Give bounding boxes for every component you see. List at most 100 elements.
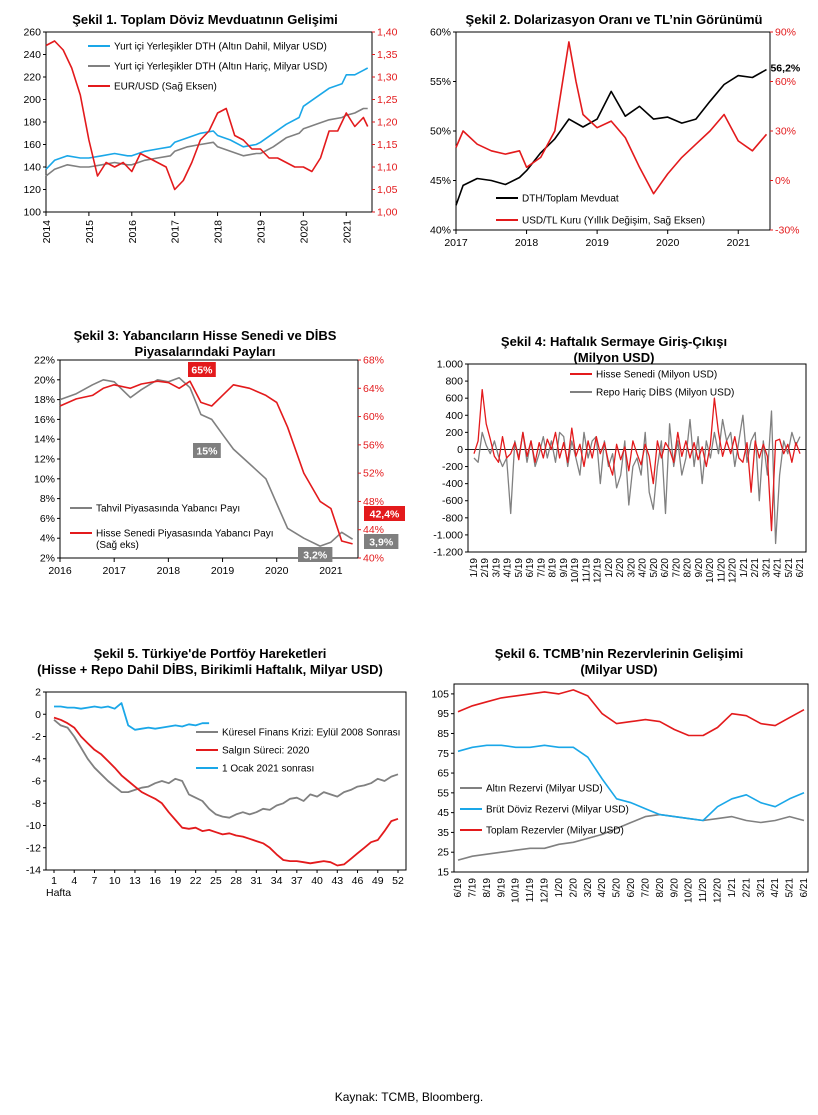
- chart-6-subtitle: (Milyar USD): [580, 662, 658, 677]
- y-tick-label: 120: [23, 184, 41, 196]
- y2-tick-label: 1,25: [377, 94, 398, 106]
- x-tick-label: 2020: [656, 237, 680, 249]
- y-tick-label: 15: [437, 867, 449, 879]
- annotation-label-bg: [364, 534, 399, 549]
- y-tick-label: 2%: [40, 553, 55, 565]
- chart-3-subtitle: Piyasalarındaki Payları: [134, 344, 276, 359]
- y-tick-label: 8%: [40, 493, 55, 505]
- x-tick-label: 6/19: [453, 878, 464, 898]
- legend-item-0-label: Tahvil Piyasasında Yabancı Payı: [96, 504, 240, 515]
- x-tick-label: 7: [92, 875, 98, 887]
- legend-item-0-label: Hisse Senedi (Milyon USD): [596, 370, 717, 381]
- series-line-0: [455, 68, 767, 206]
- y-tick-label: 105: [431, 688, 449, 700]
- x-tick-label: 1/19: [469, 558, 480, 578]
- y2-tick-label: 1,30: [377, 72, 398, 84]
- series-line-1: [473, 410, 801, 545]
- y2-tick-label: 48%: [363, 496, 384, 508]
- chart-6-svg: 15 25 35 45 55 65 75 85 95 105 6/19 7/19 8/19 9/19 10/…: [431, 683, 810, 903]
- chart-1-svg: 100 120 140 160 180 200 220 240 260 1,00 1,05 1,10 1…: [23, 27, 398, 244]
- x-tick-label: 13: [129, 875, 141, 887]
- legend-item-1-label-cont: (Sağ eks): [96, 540, 139, 551]
- y2-tick-label: 68%: [363, 355, 384, 367]
- x-tick-label: 2/20: [615, 558, 626, 578]
- y-tick-label: 1.000: [437, 359, 463, 371]
- x-tick-label: 1/20: [604, 558, 615, 578]
- y-tick-label: 45%: [430, 175, 451, 187]
- x-tick-label: 12/19: [540, 878, 551, 903]
- chart-2-title: Şekil 2. Dolarizasyon Oranı ve TL’nin Gö…: [465, 12, 763, 27]
- annotation-label: 3,2%: [303, 550, 328, 562]
- annotation-label: 42,4%: [370, 509, 400, 521]
- legend-item-2-label: 1 Ocak 2021 sonrası: [222, 764, 314, 775]
- y-tick-label: 100: [23, 207, 41, 219]
- chart-1-title: Şekil 1. Toplam Döviz Mevduatının Gelişi…: [72, 12, 338, 27]
- x-tick-label: 46: [352, 875, 364, 887]
- x-tick-label: 1/20: [554, 878, 565, 898]
- x-tick-label: 2016: [48, 565, 72, 577]
- y-tick-label: -10: [26, 820, 41, 832]
- x-tick-label: 2019: [211, 565, 235, 577]
- y-tick-label: -8: [32, 798, 41, 810]
- y-tick-label: 240: [23, 49, 41, 61]
- x-tick-label: 10/20: [705, 558, 716, 583]
- y-tick-label: 180: [23, 117, 41, 129]
- series-line-2: [457, 689, 805, 737]
- x-tick-label: 9/19: [559, 558, 570, 578]
- x-tick-label: 2021: [341, 220, 353, 244]
- legend-item-0-label: Yurt içi Yerleşikler DTH (Altın Dahil, M…: [114, 42, 327, 53]
- x-tick-label: 6/19: [525, 558, 536, 578]
- y-tick-label: 220: [23, 72, 41, 84]
- plot-frame: [45, 691, 407, 871]
- y-tick-label: 200: [23, 94, 41, 106]
- chart-1-panel: Şekil 1. Toplam Döviz Mevduatının Gelişi…: [0, 0, 410, 260]
- chart-5-title: Şekil 5. Türkiye'de Portföy Hareketleri: [93, 646, 327, 661]
- y-tick-label: 95: [437, 708, 449, 720]
- y2-tick-label: 56%: [363, 439, 384, 451]
- series-line-2: [54, 702, 210, 731]
- annotation-label: 15%: [196, 446, 218, 458]
- y-tick-label: 2: [35, 687, 41, 699]
- y-tick-label: 14%: [34, 434, 55, 446]
- x-tick-label: 2021: [727, 237, 751, 249]
- x-tick-label: 10/19: [511, 878, 522, 903]
- legend-item-1-label: Brüt Döviz Rezervi (Milyar USD): [486, 805, 629, 816]
- y2-tick-label: 44%: [363, 524, 384, 536]
- y-tick-label: 160: [23, 139, 41, 151]
- x-tick-label: 2018: [213, 220, 225, 244]
- chart-3-title: Şekil 3: Yabancıların Hisse Senedi ve Dİ…: [73, 328, 337, 343]
- x-tick-label: 11/19: [581, 558, 592, 583]
- series-line-0: [59, 376, 354, 547]
- annotation-label: 56,2%: [770, 63, 800, 75]
- y-tick-label: 16%: [34, 414, 55, 426]
- x-tick-label: 8/19: [482, 878, 493, 898]
- y-tick-label: 45: [437, 807, 449, 819]
- x-tick-label: 5/20: [612, 878, 623, 898]
- x-tick-label: 2019: [255, 220, 267, 244]
- x-tick-label: 2014: [41, 220, 53, 244]
- x-tick-label: 2/21: [741, 878, 752, 898]
- x-tick-label: 11/20: [698, 878, 709, 903]
- y-tick-label: -400: [442, 478, 463, 490]
- x-tick-label: 2017: [103, 565, 127, 577]
- y2-tick-label: 64%: [363, 383, 384, 395]
- y-tick-label: 40%: [430, 225, 451, 237]
- legend-item-1-label: Salgın Süreci: 2020: [222, 746, 310, 757]
- x-tick-label: 2017: [444, 237, 468, 249]
- series-line-1: [53, 716, 399, 867]
- y-tick-label: 400: [445, 410, 463, 422]
- series-line-1: [59, 380, 353, 545]
- y-tick-label: -600: [442, 495, 463, 507]
- x-tick-label: 5/19: [514, 558, 525, 578]
- y-tick-label: 60%: [430, 27, 451, 39]
- x-tick-label: 3/19: [491, 558, 502, 578]
- y-tick-label: -12: [26, 842, 41, 854]
- x-tick-label: 34: [271, 875, 283, 887]
- y-tick-label: 50%: [430, 126, 451, 138]
- y-tick-label: 6%: [40, 513, 55, 525]
- x-tick-label: 1: [51, 875, 57, 887]
- x-tick-label: 7/19: [536, 558, 547, 578]
- x-tick-label: 1/21: [727, 878, 738, 898]
- x-tick-label: 12/19: [593, 558, 604, 583]
- y2-tick-label: 1,00: [377, 207, 398, 219]
